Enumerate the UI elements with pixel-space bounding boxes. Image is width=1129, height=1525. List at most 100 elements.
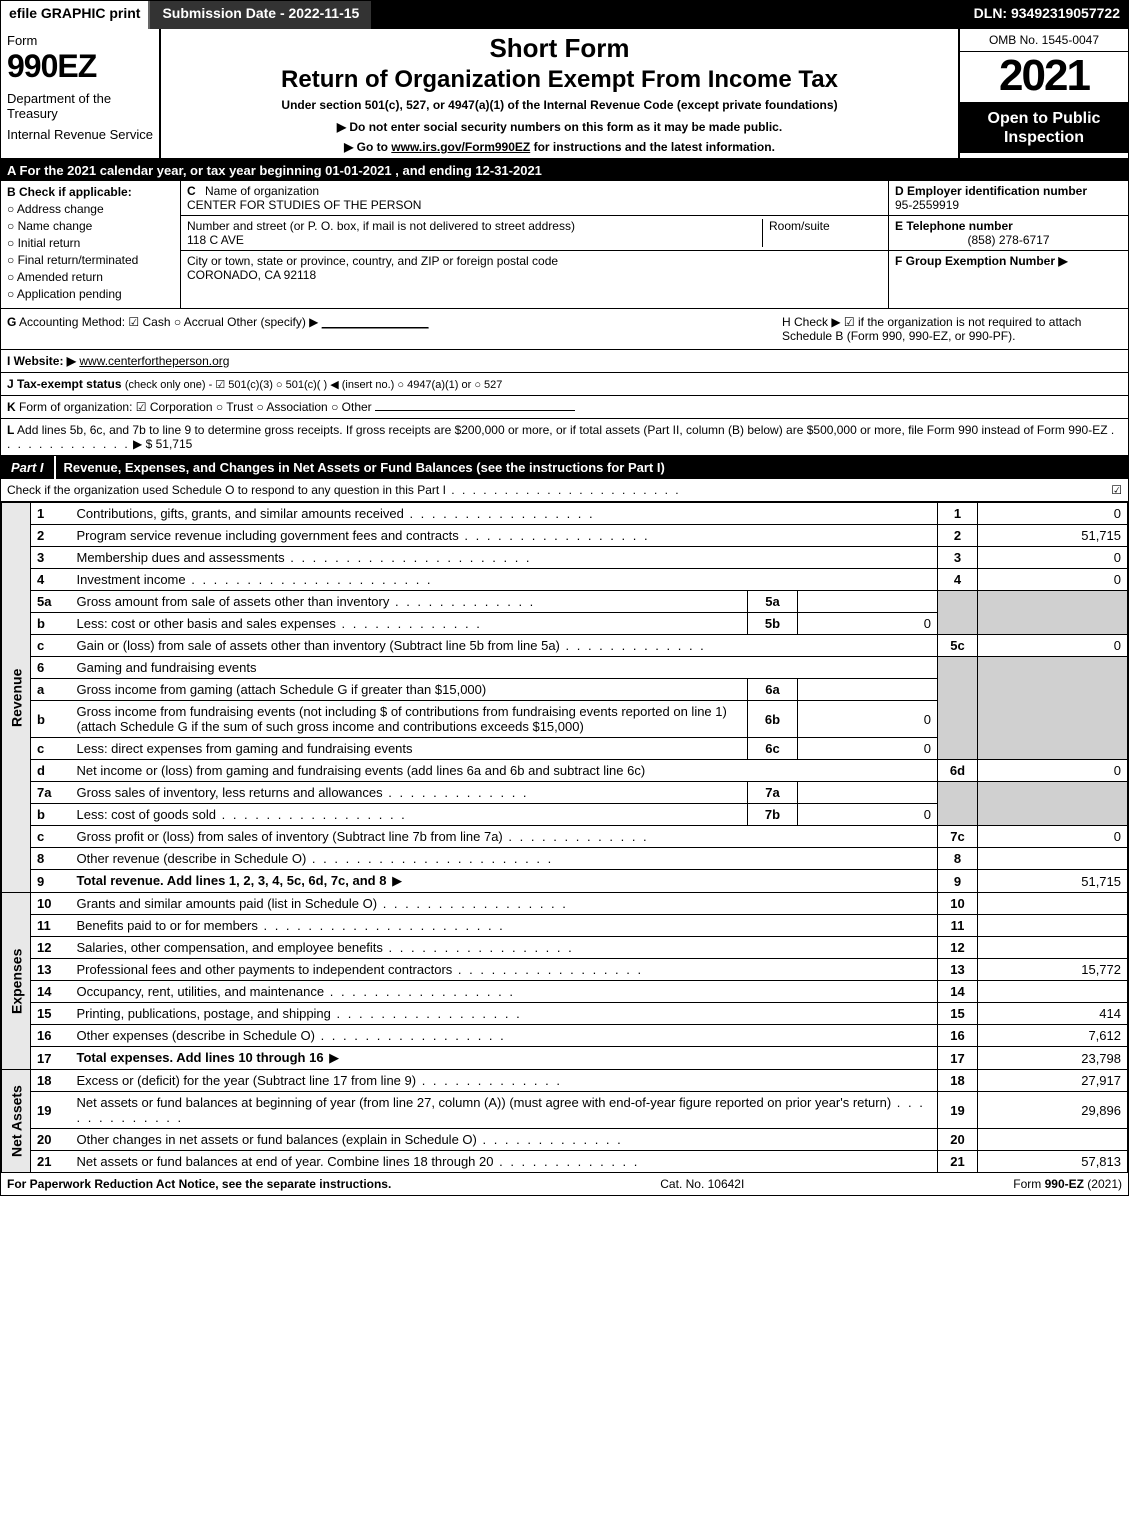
part-1-title: Revenue, Expenses, and Changes in Net As…	[56, 456, 1128, 479]
line-15-row: 15 Printing, publications, postage, and …	[2, 1003, 1128, 1025]
cat-no: Cat. No. 10642I	[660, 1177, 744, 1191]
f-group-label: F Group Exemption Number ▶	[895, 254, 1068, 268]
dept-treasury: Department of the Treasury	[7, 91, 153, 121]
l-amount: ▶ $ 51,715	[133, 437, 192, 451]
header-left: Form 990EZ Department of the Treasury In…	[1, 29, 161, 158]
d-ein-value: 95-2559919	[895, 198, 959, 212]
part-1-check[interactable]: ☑	[1111, 483, 1122, 497]
row-a-tax-year: A For the 2021 calendar year, or tax yea…	[1, 160, 1128, 181]
chk-initial-return[interactable]: Initial return	[7, 236, 174, 250]
row-g-h: G Accounting Method: ☑ Cash ○ Accrual Ot…	[1, 309, 1128, 350]
form-header: Form 990EZ Department of the Treasury In…	[1, 29, 1128, 160]
tax-year: 2021	[960, 52, 1128, 103]
line-21-val: 57,813	[978, 1151, 1128, 1173]
k-other-blank[interactable]	[375, 410, 575, 411]
netassets-side-label: Net Assets	[2, 1070, 31, 1173]
g-other-blank[interactable]: ________________	[322, 315, 429, 329]
page-footer: For Paperwork Reduction Act Notice, see …	[1, 1173, 1128, 1195]
street-value: 118 C AVE	[187, 233, 244, 247]
irs-link[interactable]: www.irs.gov/Form990EZ	[391, 140, 530, 154]
subtitle-2: ▶ Do not enter social security numbers o…	[165, 120, 954, 134]
line-2-val: 51,715	[978, 525, 1128, 547]
line-7a-row: 7a Gross sales of inventory, less return…	[2, 782, 1128, 804]
line-16-row: 16 Other expenses (describe in Schedule …	[2, 1025, 1128, 1047]
omb-number: OMB No. 1545-0047	[960, 29, 1128, 52]
open-public-inspection: Open to Public Inspection	[960, 103, 1128, 153]
g-label: G	[7, 315, 16, 329]
line-16-val: 7,612	[978, 1025, 1128, 1047]
col-d-e-f: D Employer identification number 95-2559…	[888, 181, 1128, 308]
line-7b-val: 0	[798, 804, 938, 826]
line-7a-val	[798, 782, 938, 804]
line-1-val: 0	[978, 503, 1128, 525]
org-name: CENTER FOR STUDIES OF THE PERSON	[187, 198, 421, 212]
short-form-title: Short Form	[165, 33, 954, 64]
row-k-form-org: K Form of organization: ☑ Corporation ○ …	[1, 396, 1128, 419]
g-text: Accounting Method: ☑ Cash ○ Accrual Othe…	[19, 315, 318, 329]
efile-print-label: efile GRAPHIC print	[1, 1, 148, 29]
l-label: L	[7, 423, 14, 437]
line-3-row: 3 Membership dues and assessments 3 0	[2, 547, 1128, 569]
g-accounting-method: G Accounting Method: ☑ Cash ○ Accrual Ot…	[7, 315, 782, 343]
k-text: Form of organization: ☑ Corporation ○ Tr…	[19, 400, 372, 414]
website-link[interactable]: www.centerfortheperson.org	[79, 354, 229, 368]
revenue-side-label: Revenue	[2, 503, 31, 893]
part-1-subtitle: Check if the organization used Schedule …	[7, 483, 1111, 497]
line-18-row: Net Assets 18 Excess or (deficit) for th…	[2, 1070, 1128, 1092]
c-name-row: C Name of organization CENTER FOR STUDIE…	[181, 181, 888, 216]
expenses-side-label: Expenses	[2, 893, 31, 1070]
line-1-row: Revenue 1 Contributions, gifts, grants, …	[2, 503, 1128, 525]
header-right: OMB No. 1545-0047 2021 Open to Public In…	[958, 29, 1128, 158]
line-1-num: 1	[31, 503, 71, 525]
line-13-row: 13 Professional fees and other payments …	[2, 959, 1128, 981]
l-text: Add lines 5b, 6c, and 7b to line 9 to de…	[17, 423, 1108, 437]
city-label: City or town, state or province, country…	[187, 254, 558, 268]
line-14-val	[978, 981, 1128, 1003]
line-10-val	[978, 893, 1128, 915]
top-bar: efile GRAPHIC print Submission Date - 20…	[1, 1, 1128, 29]
sub3-pre: ▶ Go to	[344, 140, 391, 154]
e-phone-label: E Telephone number	[895, 219, 1013, 233]
k-label: K	[7, 400, 16, 414]
chk-amended-return[interactable]: Amended return	[7, 270, 174, 284]
b-header: B Check if applicable:	[7, 185, 174, 199]
part-1-header: Part I Revenue, Expenses, and Changes in…	[1, 456, 1128, 479]
chk-application-pending[interactable]: Application pending	[7, 287, 174, 301]
i-label: I Website: ▶	[7, 354, 76, 368]
line-9-row: 9 Total revenue. Add lines 1, 2, 3, 4, 5…	[2, 870, 1128, 893]
dln-label: DLN: 93492319057722	[966, 1, 1128, 29]
line-11-row: 11 Benefits paid to or for members 11	[2, 915, 1128, 937]
row-j-tax-exempt: J Tax-exempt status (check only one) - ☑…	[1, 373, 1128, 396]
block-b-through-f: B Check if applicable: Address change Na…	[1, 181, 1128, 309]
form-ref: Form 990-EZ (2021)	[1013, 1177, 1122, 1191]
line-6d-row: d Net income or (loss) from gaming and f…	[2, 760, 1128, 782]
line-21-row: 21 Net assets or fund balances at end of…	[2, 1151, 1128, 1173]
line-4-row: 4 Investment income 4 0	[2, 569, 1128, 591]
line-8-row: 8 Other revenue (describe in Schedule O)…	[2, 848, 1128, 870]
chk-address-change[interactable]: Address change	[7, 202, 174, 216]
line-10-row: Expenses 10 Grants and similar amounts p…	[2, 893, 1128, 915]
line-5a-row: 5a Gross amount from sale of assets othe…	[2, 591, 1128, 613]
line-5c-row: c Gain or (loss) from sale of assets oth…	[2, 635, 1128, 657]
irs-label: Internal Revenue Service	[7, 127, 153, 142]
line-12-val	[978, 937, 1128, 959]
line-7c-val: 0	[978, 826, 1128, 848]
part-1-label: Part I	[1, 456, 56, 479]
line-14-row: 14 Occupancy, rent, utilities, and maint…	[2, 981, 1128, 1003]
city-value: CORONADO, CA 92118	[187, 268, 316, 282]
d-ein-row: D Employer identification number 95-2559…	[889, 181, 1128, 216]
line-1-desc: Contributions, gifts, grants, and simila…	[71, 503, 938, 525]
chk-name-change[interactable]: Name change	[7, 219, 174, 233]
subtitle-3: ▶ Go to www.irs.gov/Form990EZ for instru…	[165, 140, 954, 154]
chk-final-return[interactable]: Final return/terminated	[7, 253, 174, 267]
c-label: C	[187, 184, 196, 198]
d-ein-label: D Employer identification number	[895, 184, 1087, 198]
col-c-org-info: C Name of organization CENTER FOR STUDIE…	[181, 181, 888, 308]
part-1-table: Revenue 1 Contributions, gifts, grants, …	[1, 502, 1128, 1173]
line-19-row: 19 Net assets or fund balances at beginn…	[2, 1092, 1128, 1129]
sub3-post: for instructions and the latest informat…	[530, 140, 775, 154]
line-3-val: 0	[978, 547, 1128, 569]
form-990ez-page: efile GRAPHIC print Submission Date - 20…	[0, 0, 1129, 1196]
submission-date: Submission Date - 2022-11-15	[148, 1, 371, 29]
line-19-val: 29,896	[978, 1092, 1128, 1129]
